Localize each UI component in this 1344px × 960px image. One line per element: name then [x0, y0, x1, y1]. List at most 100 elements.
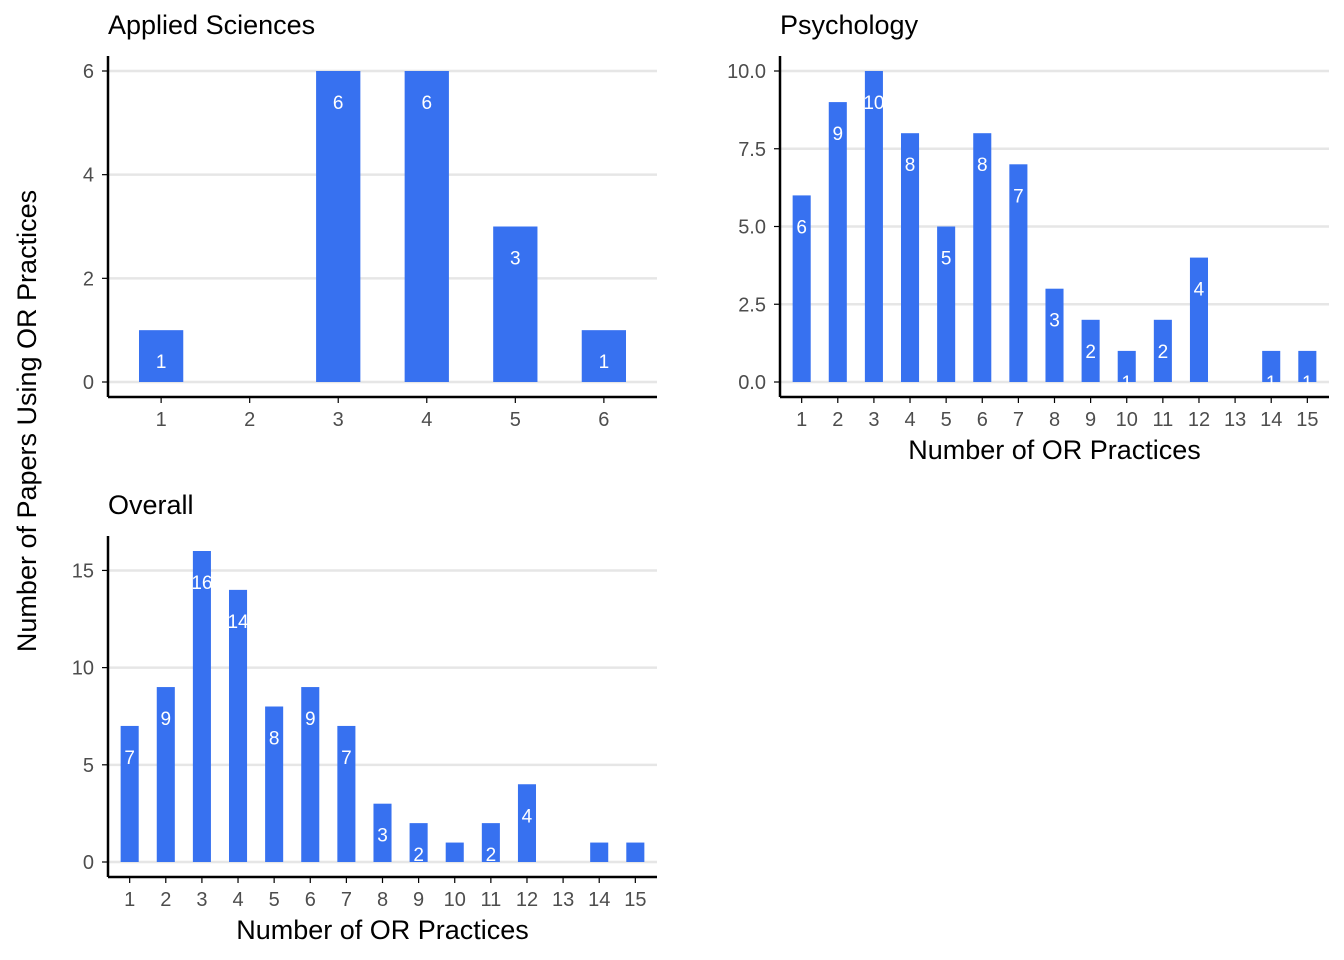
bar — [973, 133, 992, 382]
x-tick-label: 7 — [1013, 409, 1024, 431]
x-tick-label: 5 — [941, 409, 952, 431]
y-tick-label: 5 — [83, 755, 94, 777]
bar-data-label: 3 — [1049, 311, 1060, 332]
x-tick-label: 4 — [904, 409, 915, 431]
bar — [316, 71, 361, 382]
bar-data-label: 1 — [599, 352, 610, 373]
bar-data-label: 8 — [269, 729, 280, 750]
shared-y-axis-title: Number of Papers Using OR Practices — [12, 190, 42, 652]
x-tick-label: 8 — [377, 889, 388, 911]
bar — [1009, 164, 1028, 382]
bar-data-label: 10 — [863, 93, 884, 114]
x-tick-label: 12 — [516, 889, 538, 911]
bar — [1298, 350, 1317, 382]
bar — [265, 706, 284, 862]
x-tick-label: 5 — [510, 409, 521, 431]
bar-data-label: 6 — [796, 217, 807, 238]
x-axis-title: Number of OR Practices — [236, 915, 529, 945]
x-tick-label: 2 — [244, 409, 255, 431]
y-tick-label: 0 — [83, 852, 94, 874]
panel-psychology: 0.0 2.5 5.0 7.5 10.0 6 1 9 2 10 3 8 4 5 5 8 6 7 7 3 8 2 9 1 10 2 1… — [727, 10, 1329, 465]
bar-data-label: 14 — [227, 612, 249, 633]
x-tick-label: 1 — [124, 889, 135, 911]
bar — [138, 330, 184, 382]
x-tick-label: 6 — [305, 889, 316, 911]
bar — [792, 195, 811, 382]
bar-data-label: 2 — [1158, 342, 1169, 363]
x-tick-label: 11 — [480, 889, 501, 911]
bar-data-label: 3 — [510, 249, 521, 270]
x-tick-label: 4 — [232, 889, 243, 911]
bar-data-label: 1 — [1121, 373, 1132, 394]
panel-title: Applied Sciences — [108, 10, 315, 40]
x-tick-label: 12 — [1188, 409, 1210, 431]
bar-data-label: 8 — [977, 155, 988, 176]
bar — [864, 71, 883, 382]
bar — [626, 842, 645, 862]
bar — [120, 725, 139, 862]
bar — [445, 842, 464, 862]
x-tick-label: 15 — [1296, 409, 1318, 431]
bar-data-label: 9 — [833, 124, 844, 145]
bar-data-label: 7 — [1013, 186, 1024, 207]
bar — [937, 226, 956, 382]
x-axis-title: Number of OR Practices — [908, 435, 1201, 465]
x-tick-label: 7 — [341, 889, 352, 911]
bar — [156, 687, 175, 862]
bar — [481, 823, 500, 862]
bar-data-label: 1 — [1266, 373, 1277, 394]
y-tick-label: 7.5 — [738, 139, 766, 161]
bar — [1189, 257, 1209, 382]
bar — [1081, 319, 1100, 382]
x-tick-label: 1 — [796, 409, 807, 431]
bar-data-label: 2 — [486, 845, 497, 866]
panel-title: Overall — [108, 490, 194, 520]
bar-data-label: 9 — [305, 709, 316, 730]
bar-data-label: 8 — [905, 155, 916, 176]
bar-data-label: 1 — [156, 352, 167, 373]
bar-data-label: 5 — [941, 249, 952, 270]
bar-data-label: 6 — [421, 93, 432, 114]
x-tick-label: 10 — [444, 889, 466, 911]
x-tick-label: 13 — [552, 889, 574, 911]
x-tick-label: 15 — [624, 889, 646, 911]
x-tick-label: 2 — [160, 889, 171, 911]
x-tick-label: 2 — [832, 409, 843, 431]
x-tick-label: 3 — [868, 409, 879, 431]
y-tick-label: 10 — [72, 658, 94, 680]
bar-data-label: 7 — [124, 748, 135, 769]
panel-title: Psychology — [780, 10, 919, 40]
x-tick-label: 8 — [1049, 409, 1060, 431]
x-tick-label: 5 — [269, 889, 280, 911]
bar — [900, 133, 920, 382]
panel-applied-sciences: 0 2 4 6 1 1 2 6 3 6 4 3 5 1 6 Applied Sciences — [83, 10, 657, 431]
bar — [828, 102, 847, 382]
x-tick-label: 3 — [333, 409, 344, 431]
bar-data-label: 16 — [191, 573, 212, 594]
y-tick-label: 5.0 — [738, 217, 766, 239]
bar — [373, 803, 392, 862]
bar — [228, 589, 248, 862]
x-tick-label: 9 — [1085, 409, 1096, 431]
bar — [404, 71, 449, 382]
x-tick-label: 9 — [413, 889, 424, 911]
bar — [409, 823, 428, 862]
bar-data-label: 6 — [333, 93, 344, 114]
bar — [1262, 350, 1281, 382]
bar — [493, 226, 538, 382]
bar — [192, 551, 211, 862]
bar-data-label: 7 — [341, 748, 352, 769]
bar-data-label: 2 — [413, 845, 424, 866]
y-tick-label: 6 — [83, 61, 94, 83]
bar — [581, 330, 627, 382]
bar — [517, 784, 537, 862]
x-tick-label: 6 — [598, 409, 609, 431]
x-tick-label: 14 — [588, 889, 610, 911]
bar — [1117, 350, 1136, 382]
x-tick-label: 11 — [1152, 409, 1173, 431]
x-tick-label: 6 — [977, 409, 988, 431]
bar-data-label: 4 — [522, 806, 533, 827]
y-tick-label: 2 — [83, 268, 94, 290]
x-tick-label: 13 — [1224, 409, 1246, 431]
